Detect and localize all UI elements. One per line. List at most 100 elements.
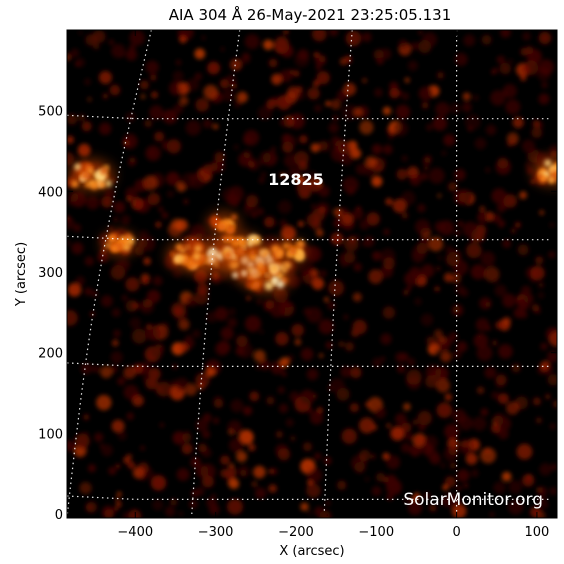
network-cell	[441, 150, 447, 156]
network-cell	[508, 58, 514, 64]
network-cell	[521, 139, 536, 153]
network-cell	[162, 109, 178, 124]
network-cell	[230, 399, 244, 413]
network-cell	[447, 181, 458, 192]
network-cell	[152, 275, 163, 286]
network-cell	[203, 84, 218, 100]
network-cell	[198, 443, 208, 453]
network-cell	[508, 499, 524, 515]
network-cell	[212, 417, 220, 424]
network-cell	[140, 445, 145, 451]
network-cell	[161, 211, 169, 219]
network-cell	[447, 437, 459, 450]
network-cell	[425, 364, 442, 381]
network-cell	[444, 476, 456, 488]
network-cell	[359, 219, 370, 230]
x-tick-label: −100	[358, 525, 394, 540]
network-cell	[377, 158, 386, 167]
network-cell	[356, 206, 361, 211]
network-cell	[382, 306, 396, 319]
network-cell	[456, 341, 468, 353]
network-cell	[205, 367, 216, 377]
network-cell	[131, 197, 144, 210]
network-cell	[411, 250, 425, 264]
network-cell	[208, 162, 218, 172]
network-cell	[298, 161, 308, 171]
network-cell	[535, 417, 542, 424]
network-cell	[495, 159, 511, 175]
network-cell	[437, 193, 442, 198]
network-cell	[545, 393, 551, 400]
network-cell	[325, 500, 331, 506]
network-cell	[383, 257, 395, 270]
network-cell	[213, 124, 219, 130]
network-cell	[368, 269, 383, 284]
network-cell	[279, 357, 290, 368]
network-cell	[279, 69, 293, 83]
network-cell	[498, 344, 513, 359]
network-cell	[429, 504, 437, 512]
network-cell	[161, 141, 171, 150]
network-cell	[447, 337, 454, 344]
network-cell	[220, 455, 230, 466]
network-cell	[407, 60, 418, 71]
network-cell	[530, 179, 535, 185]
network-cell	[228, 478, 240, 490]
network-cell	[179, 35, 187, 44]
network-cell	[532, 120, 541, 128]
network-cell	[111, 44, 126, 58]
network-cell	[154, 131, 165, 142]
network-cell	[148, 149, 156, 157]
network-cell	[281, 225, 296, 241]
network-cell	[535, 510, 546, 518]
network-cell	[306, 368, 319, 381]
network-cell	[531, 304, 540, 312]
network-cell	[152, 499, 164, 511]
bright-patch	[101, 231, 138, 257]
network-cell	[336, 387, 350, 401]
network-cell	[188, 499, 198, 509]
network-cell	[407, 166, 419, 179]
network-cell	[393, 121, 409, 137]
network-cell	[132, 394, 144, 407]
network-cell	[444, 423, 460, 440]
network-cell	[299, 389, 315, 405]
network-cell	[305, 171, 320, 185]
network-cell	[423, 165, 429, 171]
network-cell	[391, 426, 405, 440]
network-cell	[549, 222, 555, 228]
network-cell	[279, 219, 287, 227]
network-cell	[259, 359, 271, 371]
network-cell	[412, 419, 419, 425]
network-cell	[315, 64, 322, 71]
network-cell	[80, 362, 93, 375]
network-cell	[91, 290, 99, 298]
network-cell	[177, 82, 190, 95]
network-cell	[314, 54, 326, 66]
network-cell	[491, 188, 507, 204]
network-cell	[493, 481, 506, 494]
network-cell	[128, 44, 136, 52]
network-cell	[453, 350, 462, 359]
network-cell	[405, 432, 413, 441]
network-cell	[395, 104, 411, 120]
network-cell	[270, 302, 285, 318]
network-cell	[362, 242, 367, 247]
network-cell	[502, 84, 517, 99]
network-cell	[465, 452, 478, 465]
network-cell	[318, 185, 330, 197]
network-cell	[436, 266, 441, 271]
network-cell	[371, 251, 380, 260]
network-cell	[74, 433, 90, 449]
network-cell	[147, 192, 161, 206]
latitude-grid-line	[67, 495, 549, 500]
network-cell	[341, 213, 354, 225]
network-cell	[502, 293, 516, 308]
network-cell	[278, 403, 289, 413]
network-cell	[503, 194, 517, 208]
network-cell	[238, 152, 253, 167]
network-cell	[150, 74, 157, 81]
network-cell	[359, 449, 371, 461]
network-cell	[401, 155, 408, 162]
network-cell	[293, 70, 300, 77]
